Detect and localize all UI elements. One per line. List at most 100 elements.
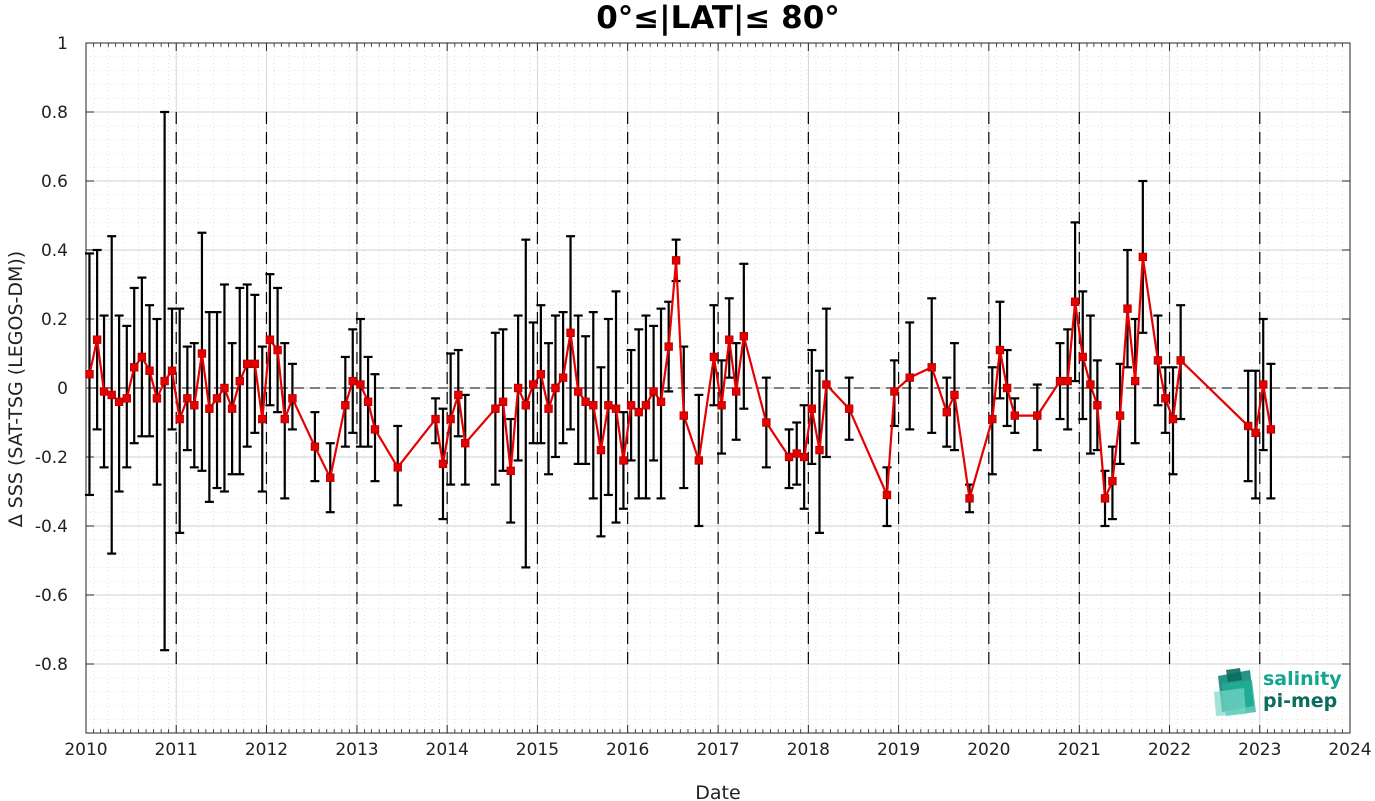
data-point bbox=[288, 394, 297, 403]
data-point bbox=[122, 394, 131, 403]
data-point bbox=[551, 383, 560, 393]
data-point bbox=[890, 387, 899, 396]
data-point bbox=[1078, 352, 1087, 362]
data-point bbox=[1002, 383, 1012, 393]
data-point bbox=[235, 376, 244, 386]
data-point bbox=[363, 397, 373, 406]
data-point bbox=[130, 363, 139, 372]
y-tick-label: 0.4 bbox=[41, 241, 68, 261]
x-tick-label: 2022 bbox=[1148, 740, 1191, 760]
error-bars bbox=[84, 110, 1276, 652]
data-point bbox=[1130, 376, 1140, 386]
data-point bbox=[491, 404, 500, 413]
data-point bbox=[1259, 380, 1268, 389]
data-point bbox=[1138, 252, 1148, 262]
data-point bbox=[1010, 411, 1019, 420]
data-point bbox=[1100, 494, 1110, 503]
x-tick-label: 2017 bbox=[696, 740, 739, 760]
data-point bbox=[626, 401, 636, 410]
data-point bbox=[326, 473, 335, 482]
data-point bbox=[167, 366, 177, 375]
data-point bbox=[461, 438, 470, 448]
x-tick-label: 2010 bbox=[64, 740, 107, 760]
data-point bbox=[1123, 304, 1132, 313]
data-point bbox=[1161, 394, 1170, 403]
data-point bbox=[995, 345, 1005, 355]
y-tick-label: -0.6 bbox=[35, 586, 68, 606]
data-point bbox=[145, 366, 154, 375]
data-point bbox=[1063, 376, 1072, 386]
data-point bbox=[1033, 411, 1042, 420]
data-point bbox=[596, 445, 606, 455]
data-point bbox=[1055, 376, 1065, 386]
chart-title: 0°≤|LAT|≤ 80° bbox=[596, 0, 840, 36]
x-tick-label: 2015 bbox=[516, 740, 559, 760]
data-point bbox=[656, 397, 666, 406]
data-point bbox=[220, 383, 229, 393]
x-tick-label: 2024 bbox=[1328, 740, 1371, 760]
data-point bbox=[498, 397, 508, 406]
data-point bbox=[709, 352, 719, 362]
data-point bbox=[965, 494, 974, 503]
logo-wave-icon bbox=[1214, 668, 1256, 716]
data-point bbox=[679, 411, 688, 420]
data-point bbox=[107, 390, 116, 400]
data-point bbox=[92, 335, 102, 344]
axis-ticks bbox=[85, 42, 1351, 733]
data-point bbox=[250, 359, 260, 369]
logo-text-salinity: salinity bbox=[1263, 668, 1342, 690]
data-point bbox=[581, 397, 590, 406]
data-point bbox=[807, 404, 817, 413]
data-point bbox=[529, 380, 538, 389]
data-point bbox=[137, 352, 147, 362]
data-point bbox=[85, 369, 94, 379]
y-tick-label: 0 bbox=[57, 379, 68, 399]
data-point bbox=[227, 404, 237, 413]
x-tick-label: 2021 bbox=[1058, 740, 1101, 760]
data-point bbox=[1093, 401, 1102, 410]
data-point bbox=[942, 407, 951, 417]
data-point bbox=[341, 401, 350, 410]
y-axis-label: Δ SSS (SAT-TSG (LEGOS-DM)) bbox=[5, 251, 27, 527]
data-point bbox=[905, 373, 914, 382]
x-tick-labels: 2010 2011 2012 2013 2014 2015 2016 2017 2018 2019… bbox=[64, 740, 1371, 760]
data-point bbox=[882, 490, 892, 500]
data-point bbox=[739, 332, 749, 341]
data-point bbox=[152, 394, 162, 403]
data-point bbox=[1108, 476, 1117, 486]
data-point bbox=[671, 256, 681, 265]
data-point bbox=[649, 387, 658, 396]
data-point bbox=[950, 390, 959, 400]
data-point bbox=[619, 456, 628, 465]
salinity-pi-mep-logo: salinity pi-mep bbox=[1214, 668, 1342, 716]
data-point bbox=[574, 387, 583, 396]
x-tick-label: 2019 bbox=[877, 740, 920, 760]
data-point bbox=[799, 452, 809, 462]
data-point bbox=[792, 449, 801, 458]
data-point bbox=[280, 414, 289, 424]
data-point bbox=[393, 463, 402, 472]
data-point bbox=[114, 397, 124, 406]
year-boundary-lines bbox=[175, 112, 1261, 664]
data-point bbox=[273, 345, 282, 355]
data-point bbox=[988, 414, 997, 424]
data-point bbox=[1115, 411, 1125, 420]
data-point bbox=[438, 459, 448, 469]
data-point bbox=[431, 414, 440, 424]
y-tick-label: 0.8 bbox=[41, 103, 68, 123]
x-tick-label: 2011 bbox=[155, 740, 198, 760]
data-point bbox=[694, 456, 704, 465]
data-point bbox=[190, 401, 199, 410]
data-point bbox=[731, 387, 741, 396]
data-point bbox=[544, 404, 553, 413]
data-point bbox=[634, 407, 643, 417]
data-point bbox=[664, 342, 673, 351]
y-tick-label: 0.6 bbox=[41, 172, 68, 192]
data-point bbox=[815, 445, 824, 455]
data-point bbox=[784, 452, 794, 462]
data-point bbox=[212, 394, 222, 403]
logo-text-pi-mep: pi-mep bbox=[1263, 690, 1337, 712]
x-tick-label: 2018 bbox=[787, 740, 830, 760]
data-point bbox=[1266, 425, 1276, 434]
